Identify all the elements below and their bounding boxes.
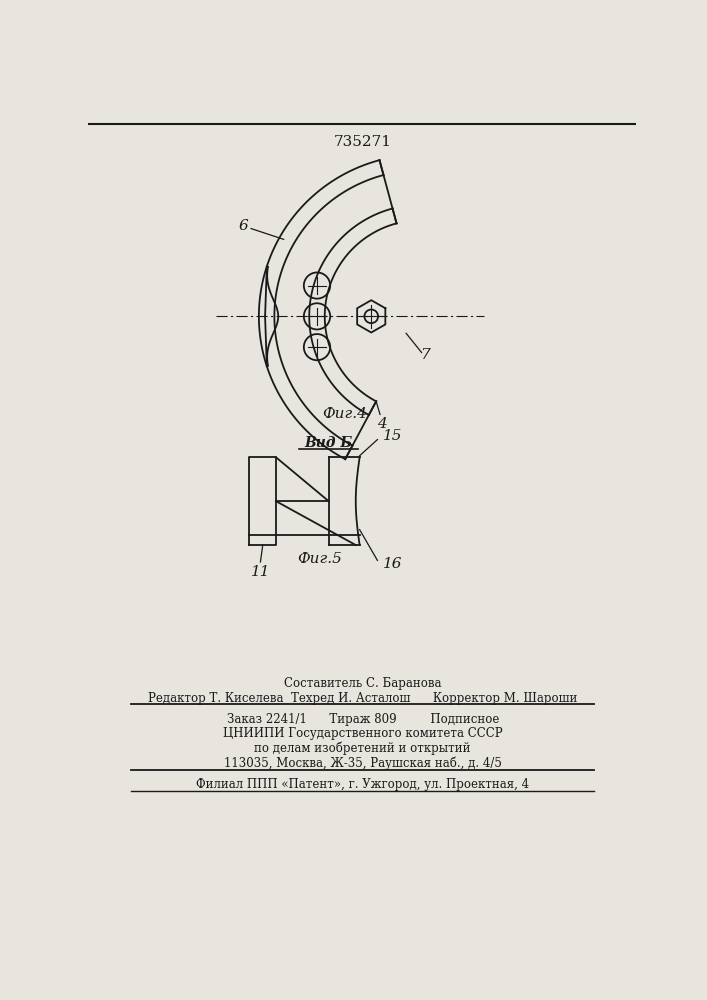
Text: Фиг.5: Фиг.5 [297, 552, 341, 566]
Text: Редактор Т. Киселева  Техред И. Асталош      Корректор М. Шароши: Редактор Т. Киселева Техред И. Асталош К… [148, 692, 578, 705]
Text: 6: 6 [238, 219, 248, 233]
Text: 16: 16 [383, 557, 402, 571]
Text: 4: 4 [377, 417, 387, 431]
Text: 15: 15 [383, 429, 402, 443]
Text: 735271: 735271 [334, 135, 392, 149]
Text: Составитель С. Баранова: Составитель С. Баранова [284, 677, 441, 690]
Text: 113035, Москва, Ж-35, Раушская наб., д. 4/5: 113035, Москва, Ж-35, Раушская наб., д. … [224, 756, 502, 770]
Text: Фиг.4: Фиг.4 [322, 407, 366, 421]
Text: 11: 11 [251, 565, 270, 579]
Text: Филиал ППП «Патент», г. Ужгород, ул. Проектная, 4: Филиал ППП «Патент», г. Ужгород, ул. Про… [196, 778, 530, 791]
Text: Вид Б: Вид Б [305, 436, 353, 450]
Text: ЦНИИПИ Государственного комитета СССР: ЦНИИПИ Государственного комитета СССР [223, 727, 503, 740]
Text: 7: 7 [421, 348, 431, 362]
Text: по делам изобретений и открытий: по делам изобретений и открытий [255, 742, 471, 755]
Text: Заказ 2241/1      Тираж 809         Подписное: Заказ 2241/1 Тираж 809 Подписное [226, 713, 499, 726]
